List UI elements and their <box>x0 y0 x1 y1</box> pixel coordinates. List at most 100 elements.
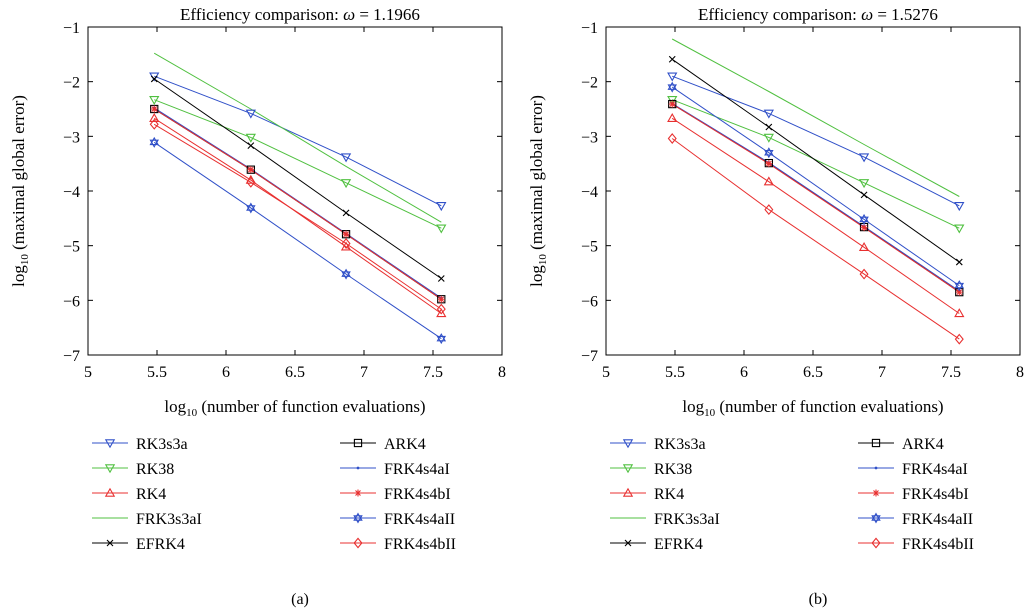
legend-marker <box>622 487 634 497</box>
panel-caption: (b) <box>809 591 828 608</box>
series-line-rk4 <box>153 117 442 314</box>
x-tick-label: 8 <box>1016 364 1024 381</box>
x-tick-label: 7 <box>360 364 368 381</box>
legend-item-efrk4: EFRK4 <box>92 536 185 553</box>
data-point-rk3s3a <box>858 153 870 163</box>
series-line-frk3s3ai <box>153 52 442 223</box>
legend-label: RK3s3a <box>654 436 706 453</box>
legend-marker <box>353 512 363 521</box>
data-point-rk3s3a <box>954 202 965 212</box>
y-tick-label: −6 <box>581 293 598 310</box>
data-point-frk4s4bii <box>246 176 256 188</box>
legend-item-efrk4: EFRK4 <box>610 536 703 553</box>
legend-marker <box>871 512 881 521</box>
y-tick-label: −7 <box>581 348 598 365</box>
data-point-frk4s4bi <box>150 105 158 113</box>
legend-marker <box>622 439 634 449</box>
data-point-rk38 <box>954 224 965 234</box>
data-point-frk4s4aii <box>764 147 774 156</box>
x-tick-label: 6 <box>740 364 748 381</box>
data-point-frk4s4aii <box>859 216 869 225</box>
series-line-frk4s4aii <box>671 86 960 287</box>
data-point-rk38 <box>245 133 256 143</box>
data-point-rk38 <box>149 96 160 106</box>
x-tick-label: 6 <box>222 364 230 381</box>
data-point-rk3s3a <box>340 153 352 163</box>
legend-label: FRK4s4bI <box>902 486 969 503</box>
data-point-frk4s4aii <box>341 268 351 277</box>
legend-marker <box>874 466 878 470</box>
x-tick-label: 6.5 <box>803 364 823 381</box>
y-tick-label: −7 <box>63 348 80 365</box>
legend-marker <box>104 464 116 474</box>
legend-label: FRK4s4aI <box>902 461 968 478</box>
data-point-frk4s4aii <box>859 213 869 223</box>
legend-marker <box>104 439 116 449</box>
data-point-frk4s4aii <box>341 271 351 280</box>
data-point-rk38 <box>858 179 870 189</box>
legend-marker <box>356 466 360 470</box>
legend-item-frk4s4ai: FRK4s4aI <box>340 461 450 478</box>
legend-marker <box>871 438 881 448</box>
legend-label: FRK3s3aI <box>654 511 720 528</box>
legend: RK3s3a RK38 RK4 FRK3s3aI EFRK4 ARK4 FRK4s4aI FR… <box>610 436 974 553</box>
data-point-ark4 <box>341 230 351 239</box>
y-tick-label: −3 <box>63 129 80 146</box>
data-point-frk4s4aii <box>667 84 677 93</box>
data-point-rk38 <box>436 224 447 234</box>
series-line-efrk4 <box>671 58 960 263</box>
x-axis-label: log10 (number of function evaluations) <box>682 397 943 419</box>
x-tick-label: 8 <box>498 364 506 381</box>
legend-item-frk4s4ai: FRK4s4aI <box>858 461 968 478</box>
legend-label: RK3s3a <box>136 436 188 453</box>
data-point-frk4s4aii <box>667 81 677 90</box>
data-point-frk4s4aii <box>436 333 447 342</box>
x-tick-label: 5 <box>84 364 92 381</box>
series-line-rk3s3a <box>154 75 442 207</box>
y-tick-label: −5 <box>63 239 80 256</box>
x-tick-label: 6.5 <box>285 364 305 381</box>
legend-label: FRK4s4aII <box>384 511 455 528</box>
data-point-frk4s4bi <box>668 100 676 108</box>
legend-marker <box>871 515 881 524</box>
data-point-rk4 <box>436 308 447 318</box>
data-point-rk4 <box>763 176 774 186</box>
legend-item-frk4s4bi: FRK4s4bI <box>858 486 969 503</box>
legend-marker <box>353 438 363 448</box>
chart-title: Efficiency comparison: ω = 1.1966 <box>180 5 420 24</box>
y-tick-label: −2 <box>63 75 80 92</box>
series-line-frk4s4bii <box>671 138 960 340</box>
legend-label: FRK3s3aI <box>136 511 202 528</box>
legend-marker <box>104 487 116 497</box>
plot-frame <box>605 26 1021 356</box>
chart-panel-a: Efficiency comparison: ω = 1.1966 5 5.5 6 6… <box>9 5 506 608</box>
legend-item-rk4: RK4 <box>610 486 684 503</box>
x-tick-label: 5.5 <box>665 364 685 381</box>
data-point-rk38 <box>763 133 774 143</box>
legend-item-frk3s3ai: FRK3s3aI <box>610 511 720 528</box>
data-point-ark4 <box>437 295 446 304</box>
data-point-frk4s4bi <box>765 160 773 168</box>
series-lines <box>153 52 442 340</box>
legend-item-frk4s4bii: FRK4s4bII <box>340 536 456 553</box>
data-point-efrk4 <box>668 55 676 63</box>
series-line-ark4 <box>671 103 960 293</box>
data-point-frk4s4bii <box>667 133 677 144</box>
data-point-rk3s3a <box>245 109 256 119</box>
data-point-frk4s4bii <box>436 303 446 315</box>
legend-item-ark4: ARK4 <box>858 436 944 453</box>
legend: RK3s3a RK38 RK4 FRK3s3aI EFRK4 ARK4 FRK4s4aI FR… <box>92 436 456 553</box>
data-point-rk4 <box>858 241 870 252</box>
x-tick-label: 7 <box>878 364 886 381</box>
data-point-efrk4 <box>860 191 868 199</box>
legend-label: EFRK4 <box>654 536 703 553</box>
legend-label: FRK4s4aI <box>384 461 450 478</box>
y-tick-label: −5 <box>581 239 598 256</box>
data-point-frk4s4bi <box>955 288 963 296</box>
data-point-efrk4 <box>765 123 773 131</box>
x-axis-label: log10 (number of function evaluations) <box>164 397 425 419</box>
data-point-ark4 <box>150 104 159 114</box>
legend-marker <box>353 537 363 549</box>
data-point-frk4s4bii <box>859 268 869 280</box>
data-point-efrk4 <box>342 209 350 217</box>
